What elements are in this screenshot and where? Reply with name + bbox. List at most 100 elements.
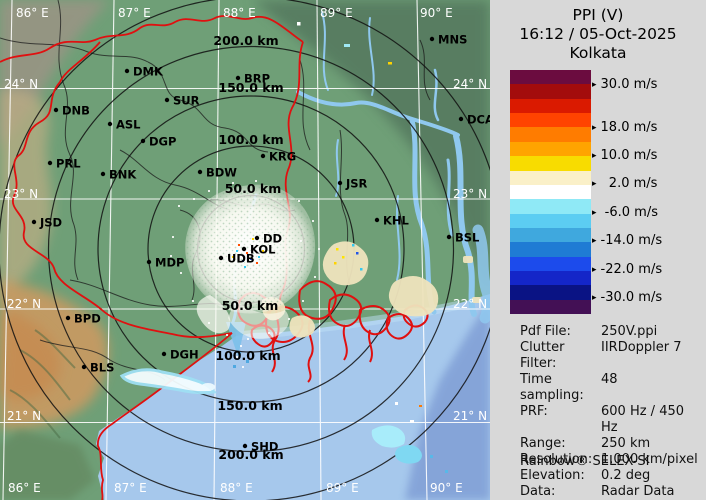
range-ring-label: 200.0 km (218, 447, 283, 462)
city-dot-bsl (446, 234, 452, 240)
info-panel: PPI (V) 16:12 / 05-Oct-2025 Kolkata ▸ 30.… (490, 0, 706, 500)
city-dot-khl (374, 217, 380, 223)
latitude-label: 21° N (453, 409, 487, 423)
metadata-label: Pdf File: (520, 324, 571, 339)
city-dot-sur (164, 97, 170, 103)
velocity-color-scale (510, 70, 591, 315)
legend-band-2 (510, 98, 591, 114)
metadata-label: PRF: (520, 404, 548, 419)
city-dot-mdp (146, 259, 152, 265)
legend-tick-1: ▸ 18.0 m/s (592, 121, 657, 135)
metadata-label: Range: (520, 436, 566, 451)
city-dot-dgp (140, 138, 146, 144)
longitude-label: 87° E (118, 6, 151, 20)
longitude-label: 88° E (220, 481, 253, 495)
metadata-row-2: Time sampling: 48 (520, 372, 702, 404)
city-label-brp: BRP (244, 72, 270, 86)
latitude-label: 22° N (453, 297, 487, 311)
tick-label: 10.0 m/s (600, 148, 658, 163)
legend-band-7 (510, 170, 591, 185)
metadata-label: Clutter Filter: (520, 340, 565, 371)
tick-label: -6.0 m/s (600, 205, 658, 220)
metadata-label: Time sampling: (520, 372, 584, 403)
city-label-dgh: DGH (170, 348, 199, 362)
echo-fringe-dots (170, 180, 320, 368)
city-label-mdp: MDP (155, 256, 184, 270)
city-label-prl: PRL (56, 157, 81, 171)
radar-map-display: 24° N 24° N 23° N 23° N 22° N 22° N 21° N 21° N… (0, 0, 490, 500)
city-label-shd: SHD (251, 440, 278, 454)
metadata-value: Radar Data (601, 484, 675, 499)
range-ring-label: 100.0 km (215, 348, 280, 363)
metadata-value: 1.000 km/pixel (601, 452, 698, 467)
metadata-value: 0.2 deg (601, 468, 651, 483)
metadata-label: Data: (520, 484, 556, 499)
metadata-row-5: Resolution: 1.000 km/pixel (520, 452, 702, 468)
legend-band-12 (510, 242, 591, 257)
longitude-label: 90° E (430, 481, 463, 495)
legend-band-10 (510, 213, 591, 228)
range-ring-label: 50.0 km (222, 298, 279, 313)
terrain-shading (0, 0, 490, 500)
longitude-label: 88° E (223, 6, 256, 20)
legend-band-9 (510, 199, 591, 214)
metadata-row-6: Elevation: 0.2 deg (520, 468, 702, 484)
legend-tick-4: ▸ -6.0 m/s (592, 206, 658, 220)
city-label-bnk: BNK (109, 168, 137, 182)
range-ring-labels: 200.0 km 150.0 km 100.0 km 50.0 km 50.0 km 10… (213, 33, 283, 462)
longitude-label: 86° E (8, 481, 41, 495)
latitude-label: 24° N (453, 77, 487, 91)
range-ring-label: 150.0 km (218, 80, 283, 95)
tick-arrow-icon: ▸ (592, 179, 597, 189)
city-label-asl: ASL (116, 118, 141, 132)
legend-band-5 (510, 141, 591, 157)
city-dot-bnk (100, 171, 106, 177)
city-dot-kol (241, 246, 247, 252)
city-dot-dgh (161, 351, 167, 357)
legend-band-0 (510, 70, 591, 85)
timestamp: 16:12 / 05-Oct-2025 (519, 25, 677, 43)
tick-arrow-icon: ▸ (592, 123, 597, 133)
city-dot-jsr (337, 180, 343, 186)
legend-band-15 (510, 285, 591, 300)
latitude-label: 22° N (7, 297, 41, 311)
longitude-label: 90° E (420, 6, 453, 20)
legend-band-1 (510, 84, 591, 99)
legend-tick-5: ▸ -14.0 m/s (592, 234, 662, 248)
legend-tick-3: ▸ 2.0 m/s (592, 177, 657, 191)
legend-tick-2: ▸ 10.0 m/s (592, 149, 657, 163)
legend-band-16 (510, 299, 591, 315)
legend-band-11 (510, 227, 591, 243)
metadata-row-3: PRF: 600 Hz / 450 Hz (520, 404, 702, 436)
metadata-value: 250V.ppi (601, 324, 658, 339)
legend-band-6 (510, 156, 591, 171)
radar-echo-center (170, 180, 320, 368)
longitude-label: 89° E (320, 6, 353, 20)
city-dot-bpd (65, 315, 71, 321)
city-dot-dnb (53, 107, 59, 113)
range-ring-label: 50.0 km (225, 181, 282, 196)
city-dot-dca (458, 116, 464, 122)
city-label-dmk: DMK (133, 65, 164, 79)
city-dot-brp (235, 75, 241, 81)
tick-label: -22.0 m/s (600, 262, 663, 277)
echo-specks-east (297, 22, 392, 271)
software-brand: Rainbow® SELEX-SI (520, 454, 650, 469)
title-block: PPI (V) 16:12 / 05-Oct-2025 Kolkata (490, 6, 706, 63)
echo-velocity-specks (232, 238, 264, 268)
range-ring-label: 150.0 km (217, 398, 282, 413)
range-ring-label: 200.0 km (213, 33, 278, 48)
legend-tick-6: ▸ -22.0 m/s (592, 263, 662, 277)
tick-label: 2.0 m/s (600, 176, 658, 191)
city-label-dnb: DNB (62, 104, 90, 118)
latitude-label: 21° N (7, 409, 41, 423)
longitude-label: 87° E (114, 481, 147, 495)
city-label-krg: KRG (269, 150, 296, 164)
latitude-label: 24° N (4, 77, 38, 91)
legend-band-4 (510, 127, 591, 142)
city-label-dd: DD (263, 232, 282, 246)
city-dot-bls (81, 364, 87, 370)
metadata-row-0: Pdf File: 250V.ppi (520, 324, 702, 340)
city-dot-dd (254, 235, 260, 241)
